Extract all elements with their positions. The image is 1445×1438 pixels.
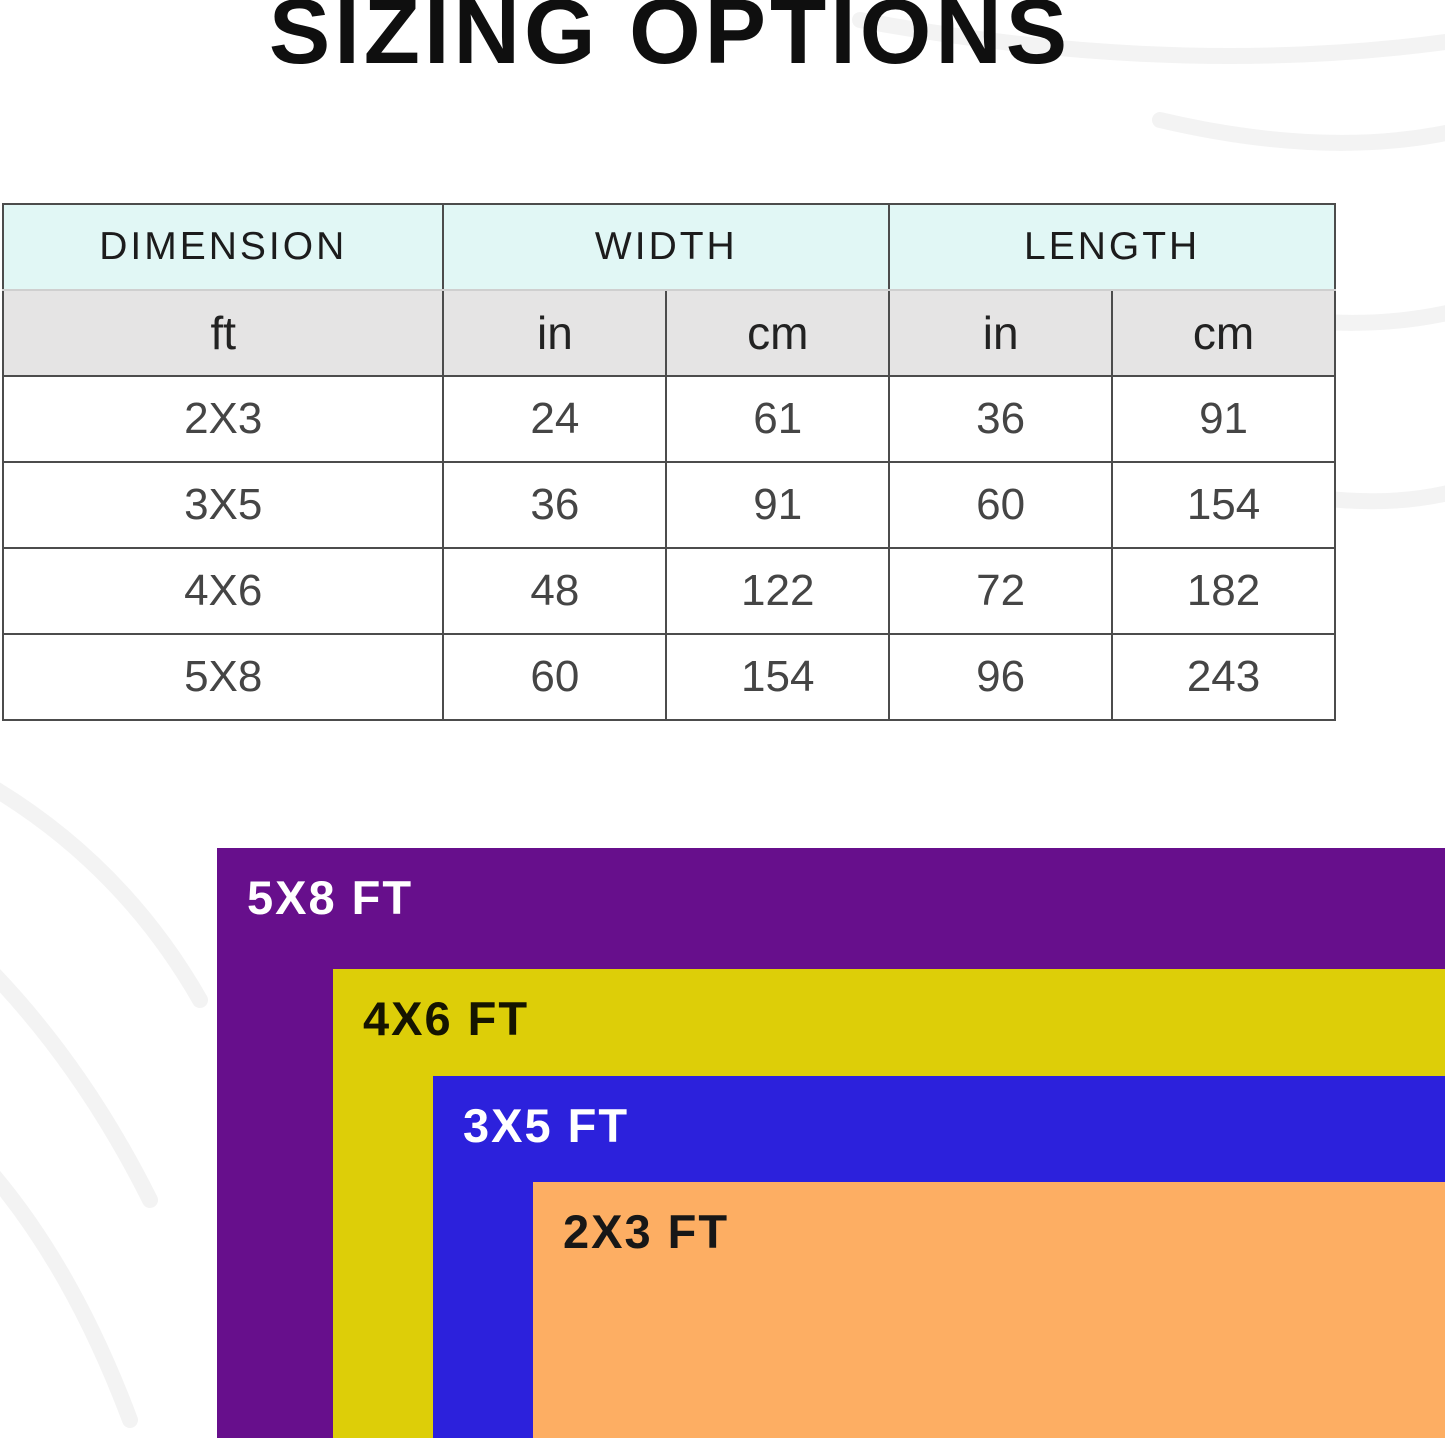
cell-dimension: 2X3 [1,375,445,463]
cell-dimension: 3X5 [1,461,445,549]
cell-length-cm: 182 [1111,547,1336,635]
table-row-3x5: 3X5 36 91 60 154 [1,461,1336,549]
cell-length-in: 96 [888,633,1114,721]
unit-width-cm: cm [665,289,891,377]
table-row-4x6: 4X6 48 122 72 182 [1,547,1336,635]
cell-length-in: 60 [888,461,1114,549]
cell-width-cm: 61 [665,375,891,463]
size-rect-label-4x6: 4X6 FT [363,992,530,1045]
cell-width-cm: 154 [665,633,891,721]
cell-width-in: 24 [442,375,668,463]
col-header-width: WIDTH [442,203,891,291]
cell-dimension: 4X6 [1,547,445,635]
cell-width-cm: 91 [665,461,891,549]
cell-length-in: 72 [888,547,1114,635]
col-header-length: LENGTH [888,203,1336,291]
cell-dimension: 5X8 [1,633,445,721]
table-row-5x8: 5X8 60 154 96 243 [1,633,1336,721]
unit-dimension-ft: ft [1,289,445,377]
sizing-table: DIMENSION WIDTH LENGTH ft in cm in cm 2X… [1,203,1336,721]
size-rect-label-5x8: 5X8 FT [247,871,414,924]
table-unit-row: ft in cm in cm [1,289,1336,377]
cell-length-cm: 243 [1111,633,1336,721]
cell-length-in: 36 [888,375,1114,463]
cell-length-cm: 154 [1111,461,1336,549]
cell-width-in: 36 [442,461,668,549]
size-rect-label-3x5: 3X5 FT [463,1099,630,1152]
cell-length-cm: 91 [1111,375,1336,463]
page-title: SIZING OPTIONS [268,0,1072,83]
col-header-dimension: DIMENSION [1,203,445,291]
size-rect-2x3: 2X3 FT [533,1182,1445,1438]
cell-width-cm: 122 [665,547,891,635]
unit-length-in: in [888,289,1114,377]
unit-width-in: in [442,289,668,377]
cell-width-in: 48 [442,547,668,635]
table-row-2x3: 2X3 24 61 36 91 [1,375,1336,463]
unit-length-cm: cm [1111,289,1336,377]
size-rect-label-2x3: 2X3 FT [563,1205,730,1258]
cell-width-in: 60 [442,633,668,721]
table-header-row: DIMENSION WIDTH LENGTH [1,203,1336,291]
